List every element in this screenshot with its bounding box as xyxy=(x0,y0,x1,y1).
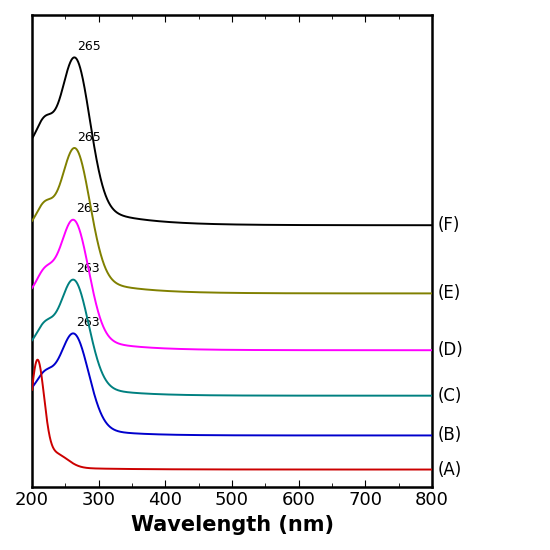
Text: (F): (F) xyxy=(437,216,460,234)
Text: 265: 265 xyxy=(78,40,101,53)
Text: 263: 263 xyxy=(76,316,100,329)
Text: (A): (A) xyxy=(437,460,461,478)
Text: (C): (C) xyxy=(437,387,462,405)
Text: 265: 265 xyxy=(78,131,101,144)
Text: 263: 263 xyxy=(76,262,100,275)
Text: 263: 263 xyxy=(76,202,100,216)
X-axis label: Wavelength (nm): Wavelength (nm) xyxy=(130,515,333,535)
Text: (D): (D) xyxy=(437,341,463,359)
Text: (B): (B) xyxy=(437,426,461,444)
Text: (E): (E) xyxy=(437,284,461,303)
